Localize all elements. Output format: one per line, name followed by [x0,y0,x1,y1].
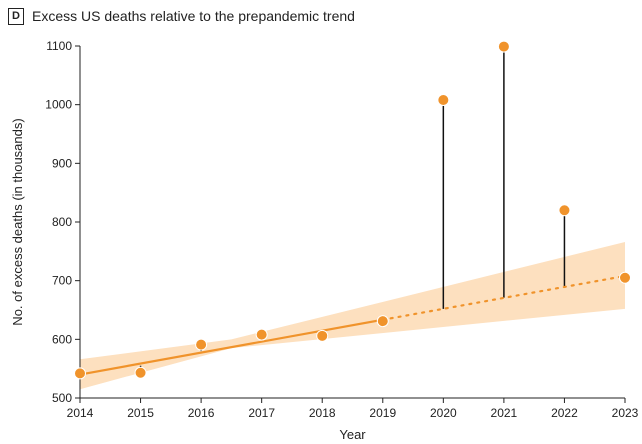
data-point-2016 [195,338,208,351]
y-tick-label-900: 900 [52,156,72,170]
x-tick-label-2022: 2022 [551,406,578,420]
x-tick-label-2020: 2020 [430,406,457,420]
y-tick-label-1100: 1100 [46,39,72,53]
data-point-2014 [74,367,86,380]
confidence-band [80,241,625,390]
data-point-2023 [619,271,631,284]
x-tick-label-2016: 2016 [188,406,215,420]
y-axis-title: No. of excess deaths (in thousands) [10,118,25,325]
y-tick-label-500: 500 [52,391,72,405]
data-point-2018 [316,329,329,342]
x-tick-label-2015: 2015 [127,406,154,420]
data-point-layer [74,40,631,380]
x-tick-label-2018: 2018 [309,406,336,420]
panel-header: D Excess US deaths relative to the prepa… [8,6,355,26]
data-point-2020 [437,93,450,106]
y-tick-label-700: 700 [52,274,72,288]
data-point-2019 [376,315,389,328]
data-point-2022 [558,204,571,217]
chart-title: Excess US deaths relative to the prepand… [32,8,355,24]
data-point-2021 [497,40,510,53]
y-tick-label-600: 600 [52,332,72,346]
panel-badge: D [8,7,24,25]
x-tick-label-2023: 2023 [612,406,639,420]
x-axis-title: Year [339,427,366,442]
y-tick-label-1000: 1000 [45,98,72,112]
trend-line-layer [79,274,627,376]
x-tick-label-2014: 2014 [67,406,94,420]
x-tick-label-2019: 2019 [369,406,396,420]
confidence-band-layer [80,241,625,390]
data-point-2015 [134,366,147,379]
x-tick-label-2021: 2021 [491,406,518,420]
data-point-2017 [255,328,268,341]
y-tick-label-800: 800 [52,215,72,229]
projected-trend-line [381,274,627,321]
axes-layer: 500 600 700 800 900 1000 1100 2014 2015 2016 2017 2… [45,39,638,420]
x-tick-label-2017: 2017 [248,406,275,420]
fitted-trend-line [79,318,383,376]
